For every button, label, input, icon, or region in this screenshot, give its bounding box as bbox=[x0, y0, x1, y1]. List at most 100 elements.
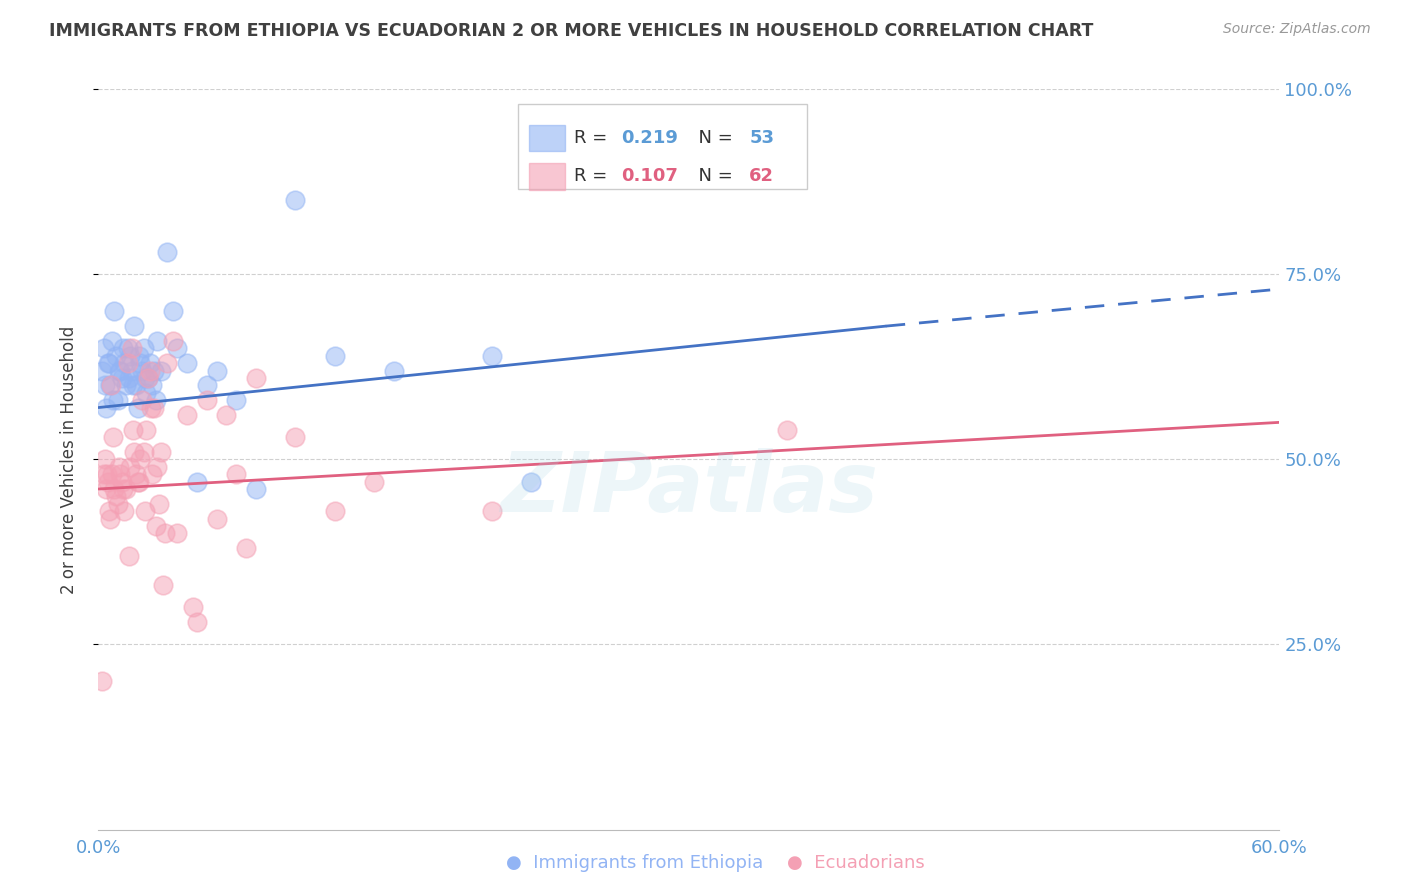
Point bbox=[142, 401, 165, 415]
Point bbox=[115, 482, 138, 496]
Point bbox=[128, 356, 150, 370]
Point bbox=[96, 467, 118, 482]
Point bbox=[117, 356, 139, 370]
Point bbox=[162, 334, 184, 348]
Point bbox=[382, 363, 405, 377]
Point bbox=[138, 356, 160, 370]
Point bbox=[166, 341, 188, 355]
Point bbox=[136, 371, 159, 385]
Point bbox=[520, 475, 543, 489]
Text: R =: R = bbox=[575, 168, 613, 186]
Point bbox=[93, 467, 115, 482]
Point bbox=[176, 356, 198, 370]
Point bbox=[141, 378, 163, 392]
Point bbox=[132, 445, 155, 459]
FancyBboxPatch shape bbox=[517, 104, 807, 189]
Point bbox=[101, 467, 124, 482]
Point bbox=[152, 578, 174, 592]
Point bbox=[131, 393, 153, 408]
Point bbox=[103, 393, 125, 408]
Point bbox=[125, 378, 148, 392]
Point bbox=[122, 378, 145, 392]
Point bbox=[108, 363, 131, 377]
Point bbox=[142, 363, 165, 377]
Point bbox=[145, 393, 167, 408]
Point bbox=[93, 341, 115, 355]
Point bbox=[112, 341, 135, 355]
Point bbox=[108, 459, 131, 474]
Point bbox=[112, 504, 135, 518]
Text: ZIPatlas: ZIPatlas bbox=[501, 449, 877, 530]
Point bbox=[132, 341, 155, 355]
Point bbox=[162, 304, 184, 318]
Point bbox=[118, 349, 141, 363]
Point bbox=[98, 504, 121, 518]
Point bbox=[105, 489, 128, 503]
Point bbox=[97, 356, 120, 370]
Text: 53: 53 bbox=[749, 129, 775, 147]
Point bbox=[323, 504, 346, 518]
Point bbox=[205, 363, 228, 377]
Text: 0.219: 0.219 bbox=[621, 129, 679, 147]
Text: Source: ZipAtlas.com: Source: ZipAtlas.com bbox=[1223, 22, 1371, 37]
FancyBboxPatch shape bbox=[530, 125, 565, 152]
Point bbox=[138, 363, 160, 377]
Point bbox=[150, 363, 173, 377]
Point bbox=[98, 378, 121, 392]
Point bbox=[122, 319, 145, 334]
Point bbox=[176, 408, 198, 422]
Point bbox=[111, 371, 134, 385]
Point bbox=[105, 349, 128, 363]
Point bbox=[91, 363, 114, 377]
Point bbox=[98, 511, 121, 525]
Point bbox=[128, 452, 150, 467]
Point bbox=[136, 371, 159, 385]
Text: N =: N = bbox=[686, 129, 738, 147]
Point bbox=[181, 600, 204, 615]
Text: 0.107: 0.107 bbox=[621, 168, 679, 186]
Point bbox=[245, 482, 267, 496]
Point bbox=[235, 541, 257, 556]
Point bbox=[112, 356, 135, 370]
Point bbox=[225, 393, 247, 408]
Point bbox=[121, 363, 143, 377]
Text: R =: R = bbox=[575, 129, 613, 147]
Text: IMMIGRANTS FROM ETHIOPIA VS ECUADORIAN 2 OR MORE VEHICLES IN HOUSEHOLD CORRELATI: IMMIGRANTS FROM ETHIOPIA VS ECUADORIAN 2… bbox=[49, 22, 1094, 40]
Point bbox=[127, 401, 149, 415]
Point bbox=[115, 378, 138, 392]
Point bbox=[139, 401, 162, 415]
Point bbox=[108, 363, 131, 377]
Point bbox=[127, 475, 149, 489]
Point bbox=[146, 334, 169, 348]
Point bbox=[111, 475, 134, 489]
FancyBboxPatch shape bbox=[530, 163, 565, 190]
Point bbox=[363, 475, 385, 489]
Point bbox=[96, 401, 118, 415]
Point bbox=[141, 467, 163, 482]
Point bbox=[118, 459, 141, 474]
Text: ●  Ecuadorians: ● Ecuadorians bbox=[787, 855, 925, 872]
Point bbox=[135, 385, 157, 400]
Point bbox=[91, 674, 114, 689]
Point bbox=[108, 467, 131, 482]
Point bbox=[186, 615, 208, 630]
Point bbox=[100, 378, 122, 392]
Point bbox=[128, 349, 150, 363]
Point bbox=[101, 334, 124, 348]
Point bbox=[94, 378, 117, 392]
Point bbox=[103, 430, 125, 444]
Point bbox=[150, 445, 173, 459]
Point bbox=[481, 504, 503, 518]
Point bbox=[118, 549, 141, 563]
Point bbox=[215, 408, 238, 422]
Point bbox=[131, 363, 153, 377]
Point bbox=[166, 526, 188, 541]
Point bbox=[121, 341, 143, 355]
Point bbox=[134, 371, 156, 385]
Point bbox=[155, 526, 177, 541]
Point bbox=[145, 519, 167, 533]
Point bbox=[125, 467, 148, 482]
Point bbox=[118, 371, 141, 385]
Point bbox=[98, 356, 121, 370]
Point bbox=[103, 304, 125, 318]
